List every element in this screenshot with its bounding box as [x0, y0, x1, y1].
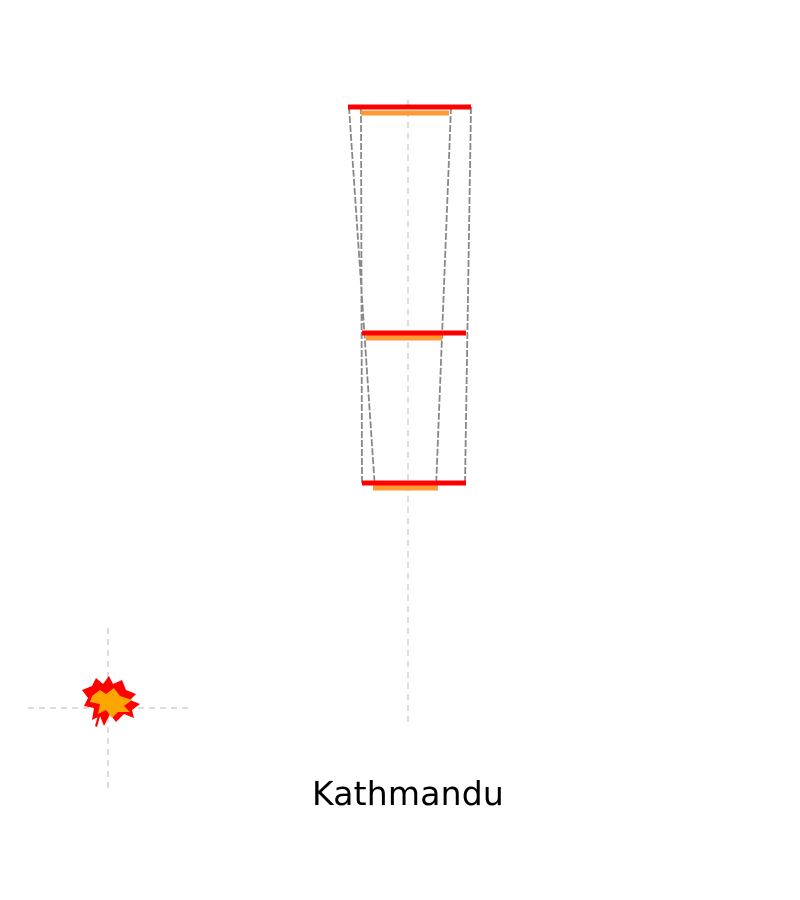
city-caption: Kathmandu [311, 774, 505, 813]
rail-outer-right [464, 106, 472, 484]
frame-rails [348, 106, 472, 490]
rail-inner-right [435, 106, 452, 490]
bar-bottom [362, 480, 466, 491]
bar-middle [362, 330, 466, 341]
bar-top [348, 104, 471, 116]
rail-inner-left [360, 106, 363, 484]
splatter-red-streak [95, 712, 101, 727]
splatter-mark [82, 676, 140, 727]
splatter-orange [90, 688, 132, 718]
